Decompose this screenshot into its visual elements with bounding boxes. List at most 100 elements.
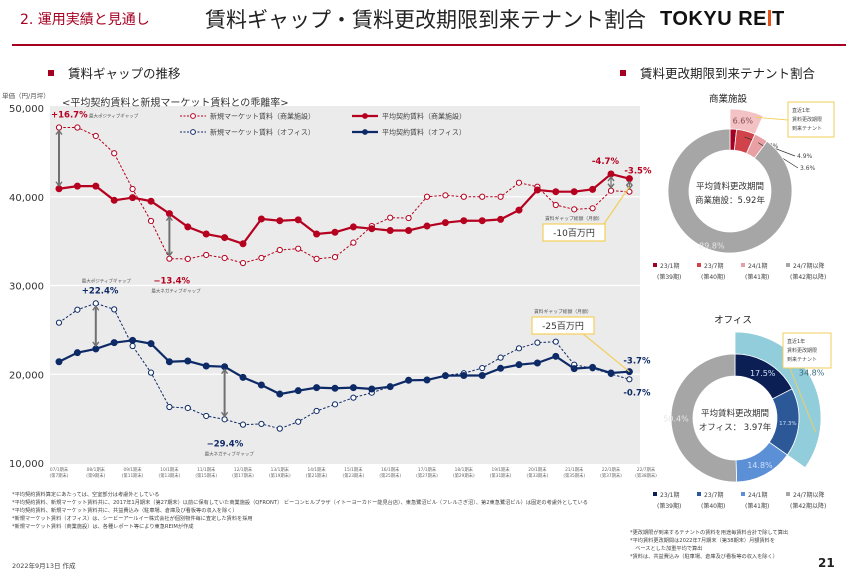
data-point [74, 124, 81, 131]
data-point [184, 255, 191, 262]
legend-swatch-icon [697, 492, 701, 496]
section-heading-text: 賃料ギャップの推移 [68, 66, 181, 81]
slice-percent-label: 4.9% [797, 153, 813, 160]
data-point [165, 358, 173, 366]
callout-note-line: 到来テナント [792, 125, 822, 132]
data-point [239, 259, 247, 267]
data-point [258, 254, 265, 262]
data-point [350, 394, 357, 401]
arrowhead-icon [221, 368, 229, 375]
data-point [55, 358, 63, 366]
x-tick-label: 14/1期末 [307, 466, 326, 473]
page-title: 賃料ギャップ・賃料更改期限到来テナント割合 [205, 8, 646, 32]
arrowhead-icon [607, 175, 615, 182]
footnote: *平均契約賃料算定にあたっては、空室部分は考慮外としている [12, 492, 160, 498]
data-point [184, 357, 192, 365]
footnote: *更改期限が到来するテナントの賃料を用途毎賃料合計で除して算出 [630, 530, 789, 536]
data-point [423, 222, 431, 230]
data-point [129, 342, 136, 350]
data-point [570, 365, 578, 373]
legend-swatch-icon [741, 263, 745, 267]
data-point [257, 215, 265, 223]
gap-note: 最大ポジティブギャップ [89, 113, 139, 120]
callout-box [787, 101, 835, 138]
data-point [276, 217, 284, 225]
center-value: オフィス： 3.97年 [699, 422, 772, 433]
data-point [515, 179, 523, 186]
data-point [203, 251, 210, 259]
data-point [74, 306, 81, 313]
x-tick-sublabel: (第11期末) [122, 472, 144, 479]
legend-label: 平均契約賃料（商業施設） [382, 112, 466, 121]
gap-percent-label: −29.4% [207, 439, 244, 449]
data-point [423, 193, 431, 200]
legend-marker-icon [190, 113, 196, 119]
section-heading-rent-gap: 賃料ギャップの推移 [48, 63, 181, 82]
series-line [58, 302, 630, 430]
data-point [147, 217, 155, 225]
x-tick-label: 22/1期末 [602, 466, 621, 473]
center-label: 平均賃料更改期間 [701, 408, 769, 419]
donut-retail: 商業施設1.7%4.9%3.6%89.8%6.6%直近1年賃料更改期限到来テナン… [653, 93, 835, 281]
legend-sublabel: (第42期以降) [790, 273, 826, 281]
arrowhead-icon [165, 215, 173, 222]
data-point [479, 193, 486, 200]
data-point [147, 369, 155, 376]
data-point [295, 418, 302, 425]
data-point [570, 188, 578, 196]
arrowhead-icon [625, 180, 633, 187]
legend-label: 23/7期 [704, 262, 723, 270]
callout-note-line: 賃料更改期限 [792, 116, 822, 123]
legend-sublabel: (第40期) [701, 273, 725, 281]
gap-percent-label: -3.5% [624, 167, 652, 177]
gap-note: 最大ネガティブギャップ [151, 288, 201, 295]
data-point [147, 340, 155, 348]
callout-box [542, 223, 606, 242]
data-point [589, 205, 596, 212]
data-point [441, 372, 449, 380]
legend-swatch-icon [741, 492, 745, 496]
x-tick-label: 10/1期末 [160, 466, 179, 473]
data-point [111, 306, 118, 313]
x-tick-label: 19/1期末 [491, 466, 510, 473]
y-tick-label: 10,000 [9, 459, 44, 470]
y-tick-label: 30,000 [9, 282, 44, 293]
data-point [92, 300, 99, 307]
x-tick-labels: 07/1期末(第7期末) 08/1期末(第9期末) 09/1期末(第11期末) 10/… [50, 466, 658, 479]
x-tick-sublabel: (第31期末) [490, 472, 512, 479]
gap-percent-label: -0.7% [623, 388, 651, 398]
data-point [552, 188, 560, 196]
slice-percent-label: 50.4% [663, 415, 689, 424]
data-point [257, 381, 265, 389]
x-tick-sublabel: (第21期末) [306, 472, 328, 479]
data-point [350, 239, 357, 246]
data-point [221, 254, 228, 262]
data-point [276, 246, 283, 254]
data-point [626, 376, 633, 383]
slice-percent-label: 14.8% [747, 461, 773, 470]
data-point [405, 376, 413, 384]
legend-sublabel: (第41期) [745, 273, 769, 281]
data-point [239, 240, 247, 248]
x-tick-sublabel: (第23期末) [343, 472, 365, 479]
data-point [386, 383, 394, 391]
data-point [368, 385, 376, 393]
data-point [331, 228, 339, 236]
x-tick-label: 18/1期末 [455, 466, 474, 473]
footnote: *新規マーケット賃料（商業施設）は、各種レポート等により東急REIMが作成 [12, 524, 194, 530]
series-line [58, 172, 630, 246]
arrowhead-icon [607, 183, 615, 189]
chart-subtitle: <平均契約賃料と新規マーケット賃料との乖離率> [62, 96, 289, 109]
x-tick-label: 22/7期末 [637, 466, 656, 473]
data-point [166, 403, 173, 411]
data-point [515, 345, 523, 352]
data-point [129, 185, 136, 193]
section-heading-text: 賃料更改期限到来テナント割合 [640, 66, 816, 81]
footnote: *平均契約賃料、新規マーケット賃料共に、共益費込み（駐車場、倉庫及び看板等の収入… [12, 508, 238, 514]
data-point [110, 339, 118, 347]
x-tick-label: 11/1期末 [197, 466, 216, 473]
x-tick-sublabel: (第37期末) [600, 472, 622, 479]
data-point [147, 197, 155, 205]
center-label: 平均賃料更改期間 [696, 181, 764, 192]
donut-slice [667, 128, 793, 254]
